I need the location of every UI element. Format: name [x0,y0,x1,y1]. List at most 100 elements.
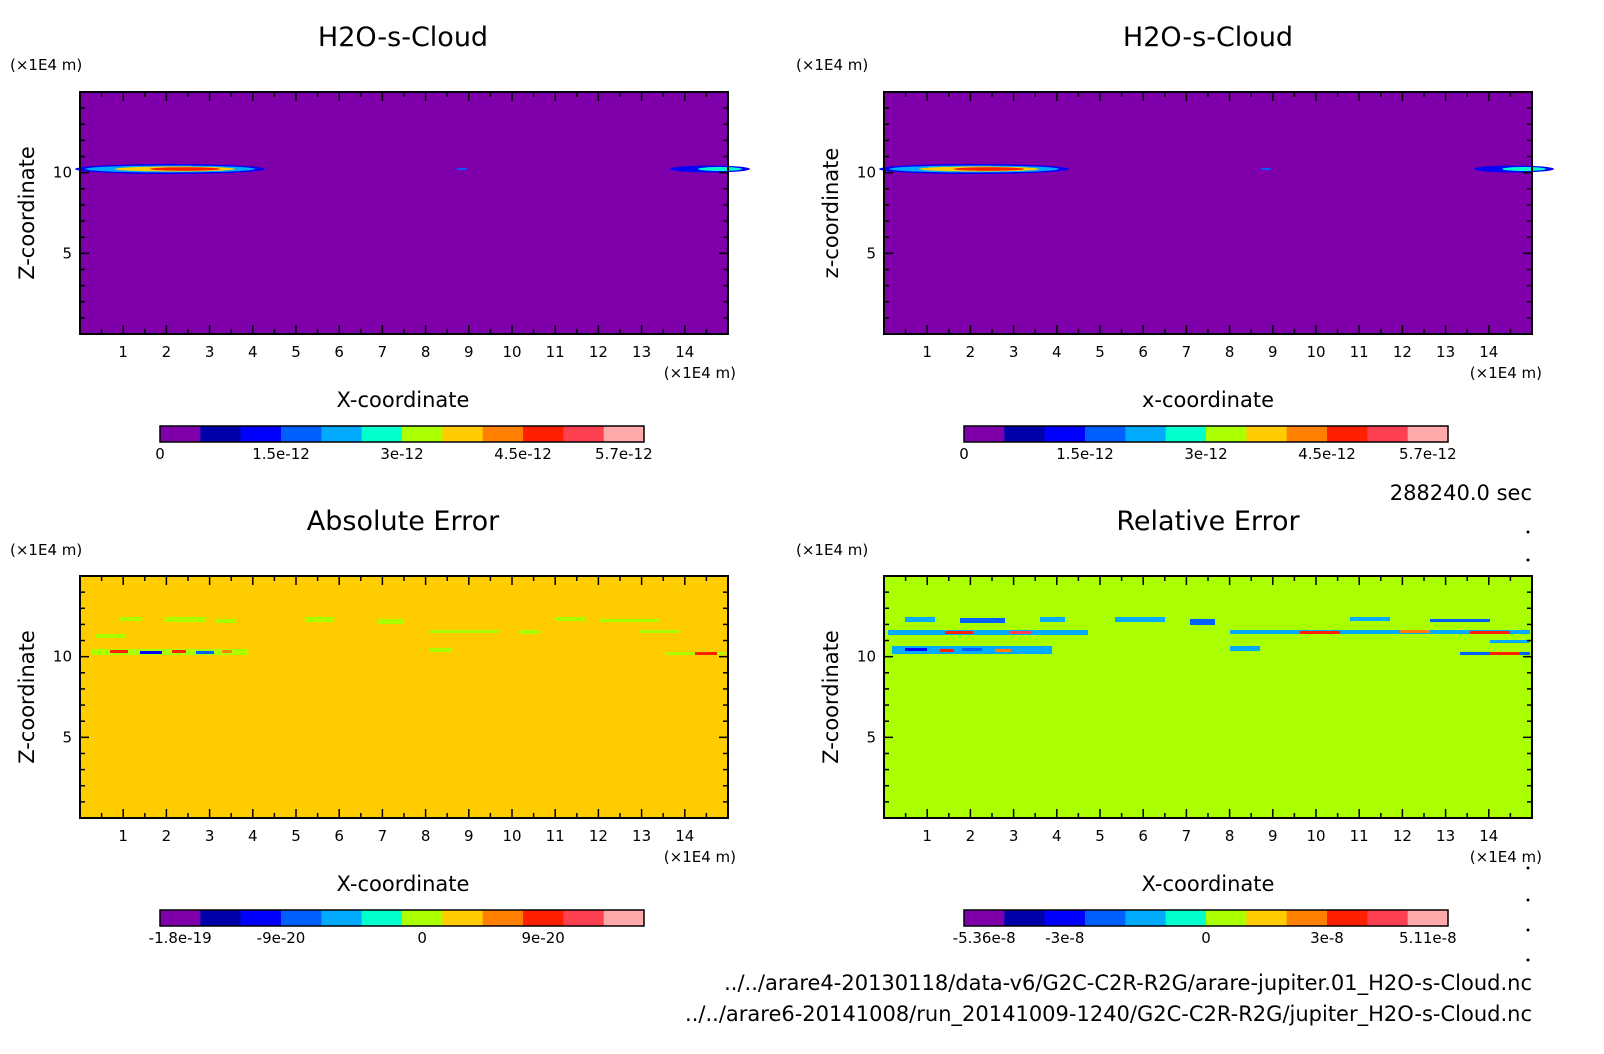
x-tick-label: 11 [546,827,565,845]
x-tick-label: 5 [291,827,301,845]
x-unit-label: (×1E4 m) [664,364,736,382]
z-unit-label: (×1E4 m) [796,541,868,559]
error-patch [555,617,585,621]
colorbar-swatch [361,910,403,926]
x-tick-label: 7 [378,343,388,361]
error-band [92,649,247,655]
x-tick-label: 3 [1009,827,1019,845]
source-file-1: ../../arare4-20130118/data-v6/G2C-C2R-R2… [724,971,1532,996]
error-patch [172,650,186,653]
x-tick-label: 12 [589,827,608,845]
colorbar-swatch [1085,426,1126,442]
x-tick-label: 14 [675,343,694,361]
x-tick-label: 13 [1436,343,1455,361]
colorbar-swatch [482,910,524,926]
colorbar-swatch [964,910,1005,926]
z-axis-label: Z-coordinate [819,630,843,764]
colorbar-swatch [1165,426,1207,442]
colorbar-swatch [1004,426,1046,442]
error-patch [1470,631,1510,634]
colorbar-swatch [1327,426,1368,442]
x-axis-label: X-coordinate [337,388,470,412]
x-tick-label: 6 [1138,343,1148,361]
colorbar-tick-label: 1.5e-12 [252,445,310,463]
source-file-2: ../../arare6-20141008/run_20141009-1240/… [685,1002,1532,1027]
plot-background [80,576,728,818]
colorbar-tick-label: -3e-8 [1045,929,1084,947]
colorbar-swatch [402,910,443,926]
colorbar-swatch [442,426,484,442]
colorbar-swatch [402,426,443,442]
plot-field [75,164,750,174]
plot-field [92,617,725,655]
colorbar-swatch [1125,910,1167,926]
colorbar-swatch [603,910,645,926]
z-axis-label: z-coordinate [819,148,843,279]
x-tick-label: 3 [1009,343,1019,361]
x-tick-label: 10 [502,827,521,845]
colorbar-tick-label: 0 [959,445,969,463]
colorbar-tick-label: 4.5e-12 [494,445,552,463]
panel-top-left: H2O-s-Cloud (×1E4 m) 1 2 3 4 5 6 7 8 9 10 11 12 13 14… [10,22,750,463]
cloud-layer-core [954,167,1024,171]
error-patch [305,617,333,622]
colorbar-swatch [1044,426,1086,442]
error-patch [960,618,1005,623]
z-tick-label: 5 [62,244,72,262]
colorbar-swatch [1407,426,1449,442]
colorbar-tick-label: 5.7e-12 [1399,445,1457,463]
x-tick-label: 2 [966,343,976,361]
colorbar-swatch [160,910,201,926]
error-band [888,630,1088,635]
x-tick-label: 11 [546,343,565,361]
z-tick-label: 10 [857,648,876,666]
z-axis-label: Z-coordinate [15,146,39,280]
error-patch [165,617,205,622]
colorbar-tick-label: 5.11e-8 [1399,929,1457,947]
colorbar: 0 1.5e-12 3e-12 4.5e-12 5.7e-12 [959,425,1457,463]
x-unit-label: (×1E4 m) [1470,848,1542,866]
x-tick-label: 14 [1479,827,1498,845]
colorbar: 0 1.5e-12 3e-12 4.5e-12 5.7e-12 [155,425,653,463]
z-unit-label: (×1E4 m) [10,56,82,74]
colorbar-frame [159,425,645,443]
z-tick-label: 5 [62,728,72,746]
plot-field [879,164,1554,174]
x-tick-label: 1 [118,827,128,845]
z-tick-label: 5 [866,728,876,746]
x-tick-label: 9 [1268,343,1278,361]
panel-title: H2O-s-Cloud [1123,22,1293,53]
x-axis-label: X-coordinate [337,872,470,896]
error-patch [215,619,235,623]
colorbar-frame [159,909,645,927]
x-tick-label: 11 [1350,827,1369,845]
error-patch [945,631,973,634]
colorbar-swatch [1246,910,1288,926]
colorbar-swatch [321,426,363,442]
colorbar-tick-label: -1.8e-19 [149,929,212,947]
plot-background [884,576,1532,818]
error-patch [140,651,162,654]
cloud-layer-contour [1260,168,1272,170]
colorbar-frame [963,909,1449,927]
colorbar-swatch [1286,910,1328,926]
colorbar-tick-label: -5.36e-8 [953,929,1016,947]
dot-marker [1526,958,1530,962]
x-tick-label: 12 [1393,827,1412,845]
x-axis-label: x-coordinate [1142,388,1274,412]
dot-marker [1526,558,1530,562]
colorbar-swatch [361,426,403,442]
panel-bottom-right: Relative Error (×1E4 m) [796,506,1542,947]
colorbar-swatch [1125,426,1167,442]
x-unit-label: (×1E4 m) [664,848,736,866]
error-patch [430,648,452,652]
error-patch [1230,646,1260,651]
x-unit-label: (×1E4 m) [1470,364,1542,382]
dot-marker [1526,530,1530,534]
x-tick-label: 2 [966,827,976,845]
x-tick-label: 1 [118,343,128,361]
